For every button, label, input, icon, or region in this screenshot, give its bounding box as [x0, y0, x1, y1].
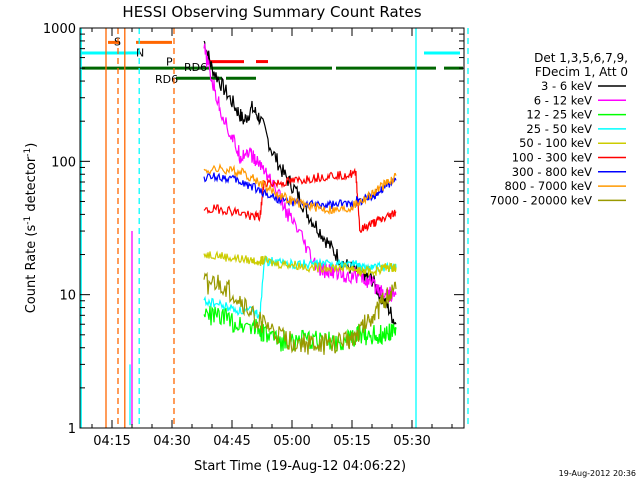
- legend-label-0: 3 - 6 keV: [541, 79, 592, 93]
- legend: Det 1,3,5,6,7,9, FDecim 1, Att 0 3 - 6 k…: [490, 51, 628, 207]
- x-tick-label-5: 05:30: [393, 434, 430, 449]
- legend-label-8: 7000 - 20000 keV: [490, 193, 592, 207]
- y-tick-label-3: 1000: [43, 22, 76, 37]
- legend-label-4: 50 - 100 keV: [519, 136, 592, 150]
- series-line-2: [203, 305, 397, 352]
- band-label-rd6-lower: RD6: [155, 73, 178, 86]
- y-axis-label-sup2: -1: [23, 148, 33, 157]
- event-markers: [80, 28, 469, 428]
- legend-header-line-2: FDecim 1, Att 0: [535, 65, 628, 79]
- series-line-8: [203, 271, 397, 355]
- series-line-6: [203, 172, 397, 210]
- axes: 04:15 04:30 04:45 05:00 05:15 05:30 1 10 100 1000: [43, 22, 464, 449]
- legend-label-7: 800 - 7000 keV: [504, 179, 592, 193]
- x-tick-label-1: 04:30: [153, 434, 190, 449]
- x-tick-label-4: 05:15: [333, 434, 370, 449]
- y-axis-label-mid: detector: [24, 156, 39, 216]
- y-axis-label-end: ): [24, 143, 39, 148]
- y-tick-label-1: 10: [59, 289, 76, 304]
- x-tick-label-0: 04:15: [93, 434, 130, 449]
- series-layer: [203, 40, 397, 355]
- y-tick-label-2: 100: [51, 155, 76, 170]
- legend-header-line-1: Det 1,3,5,6,7,9,: [534, 51, 628, 65]
- band-label-RD6: RD6: [184, 61, 207, 74]
- chart-title: HESSI Observing Summary Count Rates: [122, 3, 421, 21]
- y-axis-label-sup1: -1: [23, 216, 33, 225]
- y-axis-label: Count Rate (s-1 detector-1): [23, 143, 39, 314]
- legend-label-3: 25 - 50 keV: [526, 122, 592, 136]
- x-tick-label-3: 05:00: [273, 434, 310, 449]
- series-line-1: [203, 43, 397, 303]
- band-label-N: N: [136, 47, 144, 60]
- y-axis-label-main: Count Rate (s: [24, 225, 39, 314]
- x-tick-label-2: 04:45: [213, 434, 250, 449]
- legend-label-6: 300 - 800 keV: [512, 165, 592, 179]
- series-line-4: [203, 250, 397, 278]
- legend-label-1: 6 - 12 keV: [534, 93, 592, 107]
- y-tick-label-0: 1: [68, 422, 76, 437]
- timestamp: 19-Aug-2012 20:36: [559, 469, 636, 478]
- band-label-P: P: [166, 56, 173, 69]
- series-line-7: [203, 163, 397, 216]
- x-axis-label: Start Time (19-Aug-12 04:06:22): [194, 459, 406, 474]
- legend-label-2: 12 - 25 keV: [526, 108, 592, 122]
- legend-label-5: 100 - 300 keV: [512, 151, 592, 165]
- series-line-5: [203, 167, 397, 233]
